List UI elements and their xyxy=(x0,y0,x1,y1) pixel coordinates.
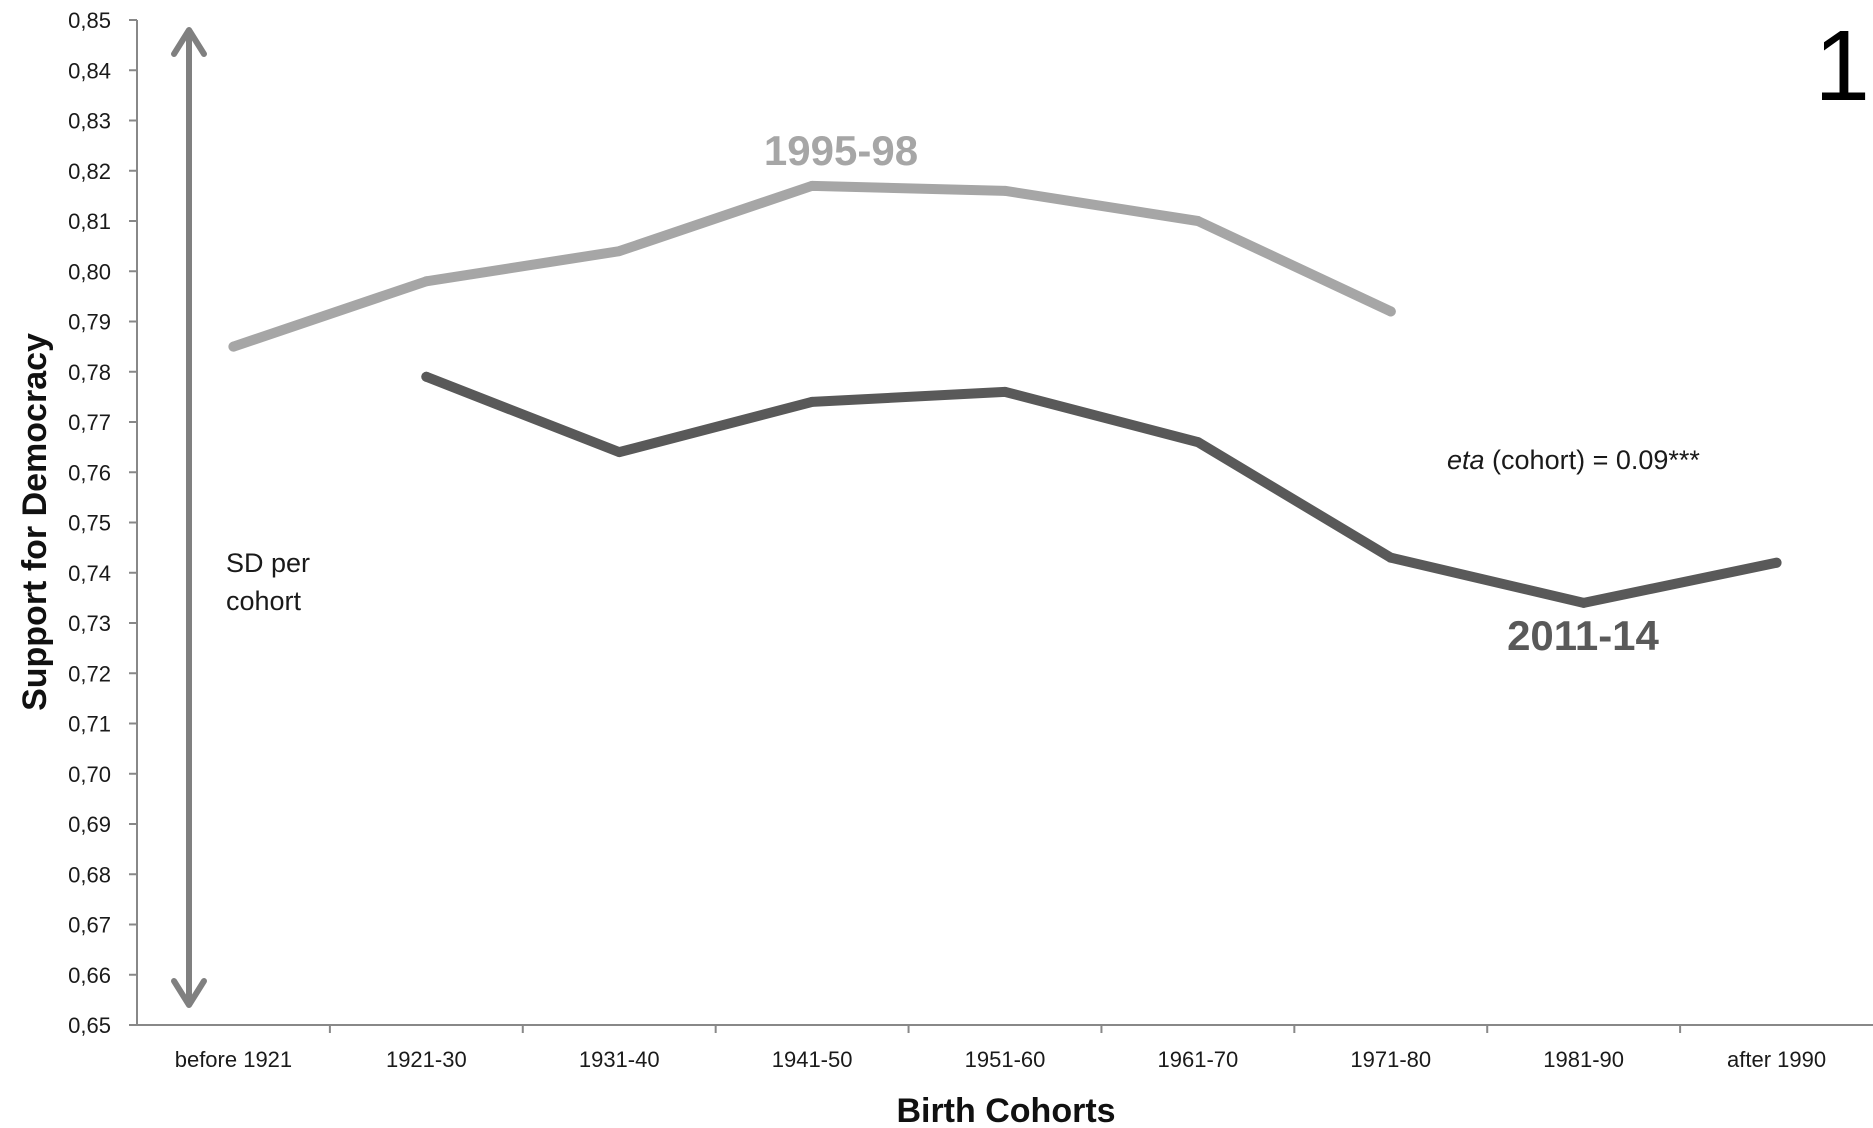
data-point-1995-98 xyxy=(614,246,625,257)
panel-number: 1 xyxy=(1814,10,1870,122)
sd-arrow xyxy=(171,27,207,1008)
series-line-2011-14 xyxy=(421,371,1782,608)
sd-arrow-head-top xyxy=(171,27,207,57)
x-tick-label: 1971-80 xyxy=(1350,1047,1431,1072)
data-point-2011-14 xyxy=(1192,437,1203,448)
y-tick-label: 0,81 xyxy=(68,209,111,234)
data-point-2011-14 xyxy=(1771,557,1782,568)
y-tick-label: 0,85 xyxy=(68,8,111,33)
ticks: 0,65 0,66 0,67 0,68 0,69 0,70 0,71 0,72 0,73 0,74… xyxy=(68,8,1826,1072)
x-tick-label: 1941-50 xyxy=(772,1047,853,1072)
series-label-2011-14: 2011-14 xyxy=(1507,612,1659,659)
data-point-2011-14 xyxy=(1385,552,1396,563)
y-tick-label: 0,71 xyxy=(68,712,111,737)
y-tick-label: 0,70 xyxy=(68,762,111,787)
data-point-2011-14 xyxy=(1578,597,1589,608)
y-tick-label: 0,69 xyxy=(68,812,111,837)
y-tick-label: 0,74 xyxy=(68,561,111,586)
sd-per-cohort-label: SD per cohort xyxy=(226,548,310,616)
y-tick-label: 0,82 xyxy=(68,159,111,184)
eta-italic: eta xyxy=(1447,445,1485,475)
y-tick-label: 0,73 xyxy=(68,611,111,636)
y-tick-label: 0,79 xyxy=(68,310,111,335)
y-tick-label: 0,66 xyxy=(68,963,111,988)
series-line-1995-98 xyxy=(228,180,1396,352)
x-tick-label: after 1990 xyxy=(1727,1047,1826,1072)
x-tick-label: before 1921 xyxy=(175,1047,292,1072)
y-tick-label: 0,65 xyxy=(68,1013,111,1038)
data-point-2011-14 xyxy=(1000,386,1010,397)
y-tick-label: 0,77 xyxy=(68,410,111,435)
y-tick-label: 0,78 xyxy=(68,360,111,385)
eta-annotation: eta (cohort) = 0.09*** xyxy=(1447,445,1700,475)
x-tick-label: 1931-40 xyxy=(579,1047,660,1072)
eta-rest: (cohort) = 0.09*** xyxy=(1485,445,1701,475)
data-point-1995-98 xyxy=(421,276,432,287)
y-tick-label: 0,67 xyxy=(68,913,111,938)
data-point-1995-98 xyxy=(1385,306,1396,317)
data-point-2011-14 xyxy=(421,371,432,382)
y-tick-label: 0,68 xyxy=(68,862,111,887)
axes xyxy=(136,20,1873,1026)
data-point-2011-14 xyxy=(807,396,818,407)
y-tick-label: 0,84 xyxy=(68,58,111,83)
sd-arrow-head-bottom xyxy=(171,978,207,1008)
sd-label-line: SD per xyxy=(226,548,310,578)
y-tick-label: 0,83 xyxy=(68,109,111,134)
data-point-1995-98 xyxy=(1192,216,1203,226)
y-tick-label: 0,75 xyxy=(68,511,111,536)
x-tick-label: 1951-60 xyxy=(965,1047,1046,1072)
data-point-1995-98 xyxy=(228,341,239,352)
x-axis-title: Birth Cohorts xyxy=(896,1092,1115,1128)
sd-label-line: cohort xyxy=(226,586,302,616)
x-tick-label: 1921-30 xyxy=(386,1047,467,1072)
data-point-1995-98 xyxy=(1000,185,1010,196)
y-tick-label: 0,72 xyxy=(68,661,111,686)
series-lines xyxy=(228,180,1782,608)
data-point-2011-14 xyxy=(614,447,625,458)
series-label-1995-98: 1995-98 xyxy=(764,127,918,174)
y-tick-label: 0,80 xyxy=(68,259,111,284)
y-tick-label: 0,76 xyxy=(68,460,111,485)
x-tick-label: 1981-90 xyxy=(1543,1047,1624,1072)
x-tick-label: 1961-70 xyxy=(1158,1047,1239,1072)
data-point-1995-98 xyxy=(807,180,818,191)
y-axis-title: Support for Democracy xyxy=(16,333,54,711)
